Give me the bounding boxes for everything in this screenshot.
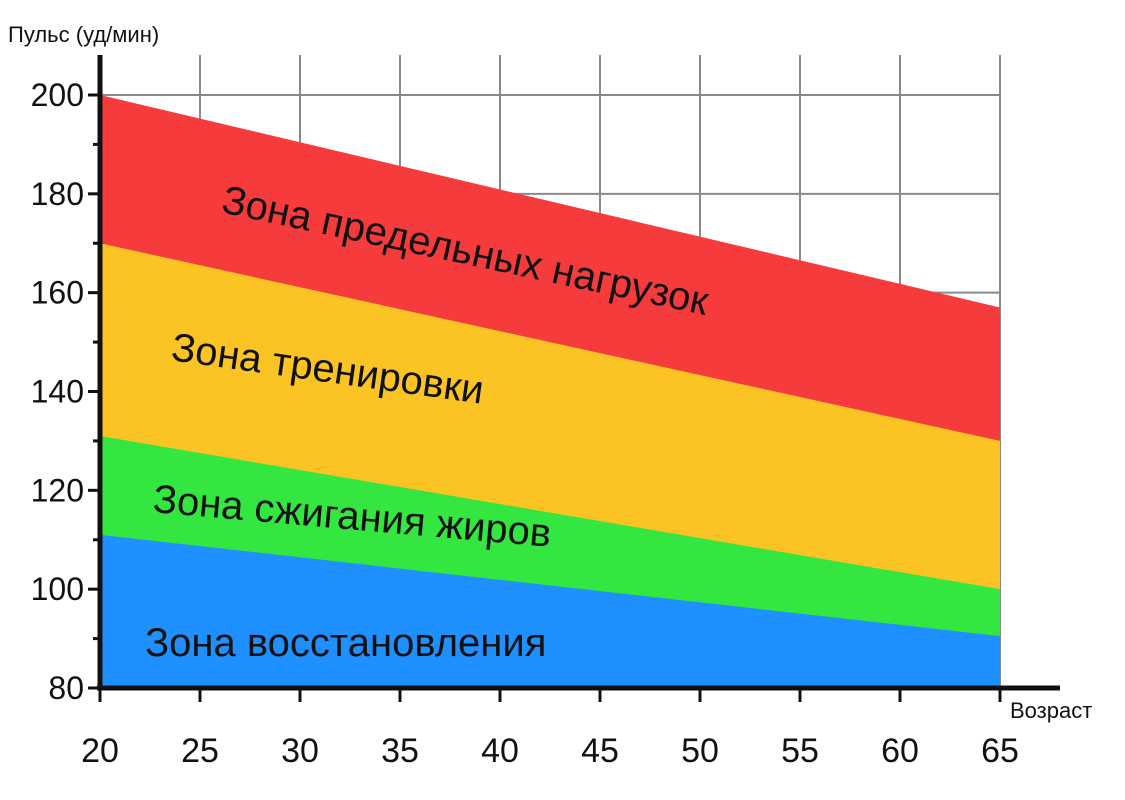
y-tick-label: 100 [31, 571, 84, 607]
x-tick-label: 35 [381, 732, 419, 770]
tick-labels: 80 100 120 140 160 180 200 20 25 30 35 40 45 50 55 60 65 [31, 77, 1019, 770]
x-tick-label: 20 [81, 732, 119, 770]
x-tick-label: 45 [581, 732, 619, 770]
y-axis-label: Пульс (уд/мин) [8, 22, 159, 47]
zone-label-recovery: Зона восстановления [145, 621, 546, 665]
x-tick-label: 55 [781, 732, 819, 770]
y-tick-label: 180 [31, 176, 84, 212]
x-axis-label: Возраст [1010, 698, 1092, 723]
zone-area-0 [100, 534, 1000, 688]
zone-areas [100, 95, 1000, 688]
y-tick-label: 160 [31, 275, 84, 311]
x-tick-label: 65 [981, 732, 1019, 770]
x-tick-label: 25 [181, 732, 219, 770]
x-tick-label: 30 [281, 732, 319, 770]
axes [88, 55, 1060, 702]
y-tick-label: 200 [31, 77, 84, 113]
x-tick-label: 40 [481, 732, 519, 770]
x-tick-label: 60 [881, 732, 919, 770]
y-tick-label: 80 [48, 670, 84, 706]
x-tick-label: 50 [681, 732, 719, 770]
y-tick-label: 140 [31, 374, 84, 410]
y-tick-label: 120 [31, 472, 84, 508]
